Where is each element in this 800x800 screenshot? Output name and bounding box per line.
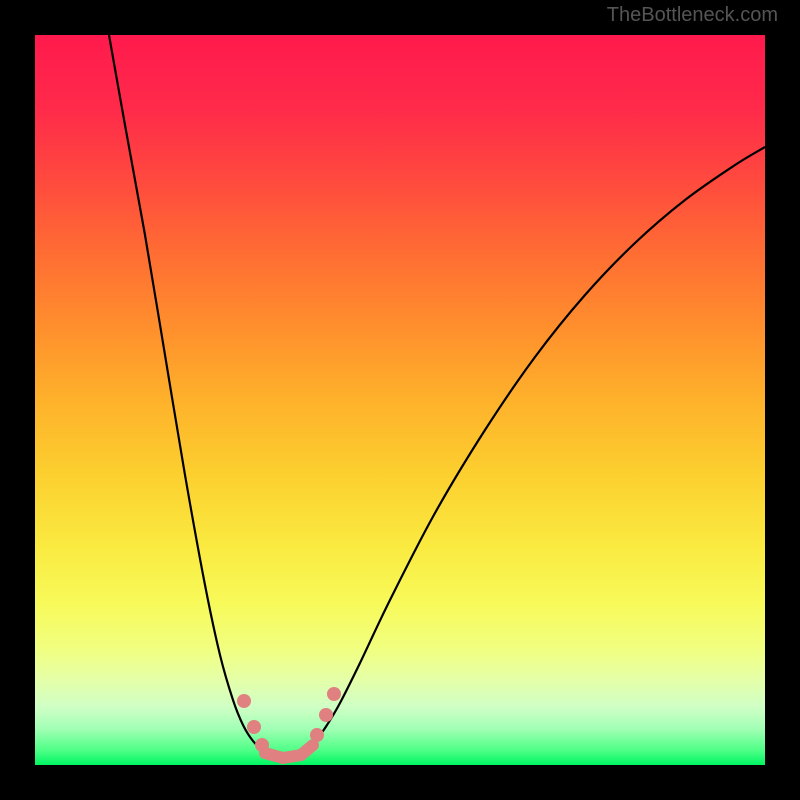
marker-dot [319,708,333,722]
marker-segment [301,745,313,755]
gradient-background [35,35,765,765]
marker-dot [327,687,341,701]
marker-dot [237,694,251,708]
chart-container: TheBottleneck.com [0,0,800,800]
marker-dot [247,720,261,734]
bottleneck-chart-svg [35,35,765,765]
marker-dot [310,728,324,742]
plot-area [35,35,765,765]
watermark-text: TheBottleneck.com [607,4,778,27]
